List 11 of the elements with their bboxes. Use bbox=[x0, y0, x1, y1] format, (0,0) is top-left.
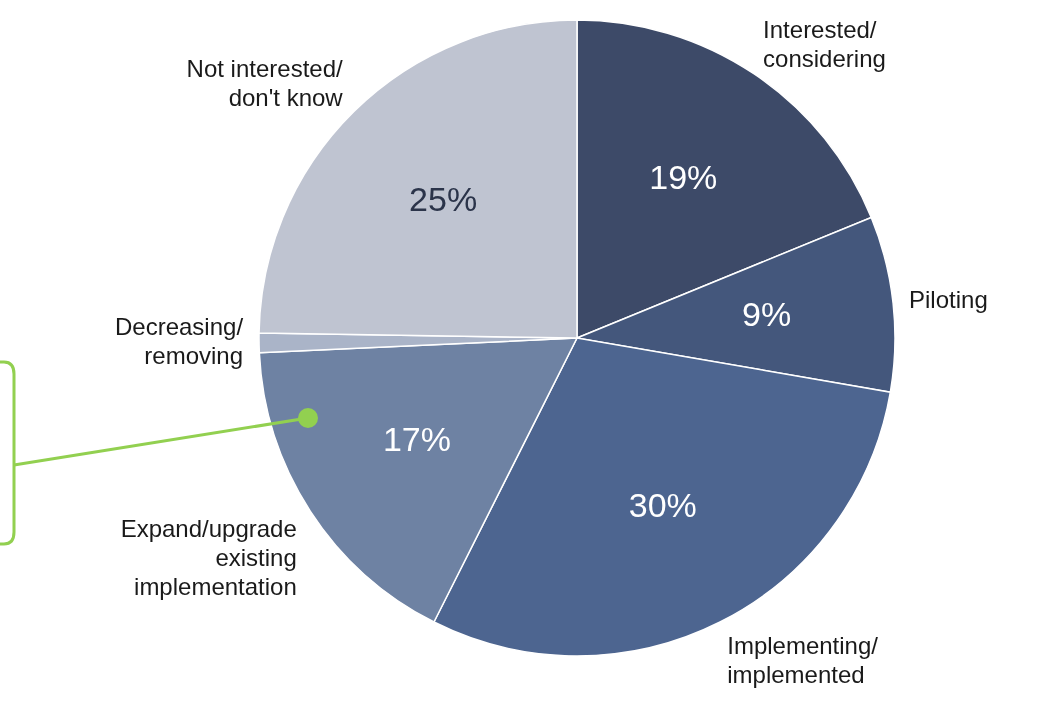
data-label: 25% bbox=[409, 180, 478, 219]
data-label: 30% bbox=[628, 486, 697, 525]
data-label: 17% bbox=[382, 419, 451, 458]
data-label: 19% bbox=[649, 157, 718, 196]
slice-label: Piloting bbox=[909, 286, 988, 314]
slice-label: Interested/ considering bbox=[763, 15, 886, 72]
data-label: 9% bbox=[742, 295, 792, 334]
slice-label: Implementing/ implemented bbox=[727, 632, 879, 689]
slice-label: Expand/upgrade existing implementation bbox=[120, 515, 297, 601]
slice-label: Not interested/ don't know bbox=[186, 55, 344, 112]
slice-label: Decreasing/ removing bbox=[114, 313, 244, 370]
